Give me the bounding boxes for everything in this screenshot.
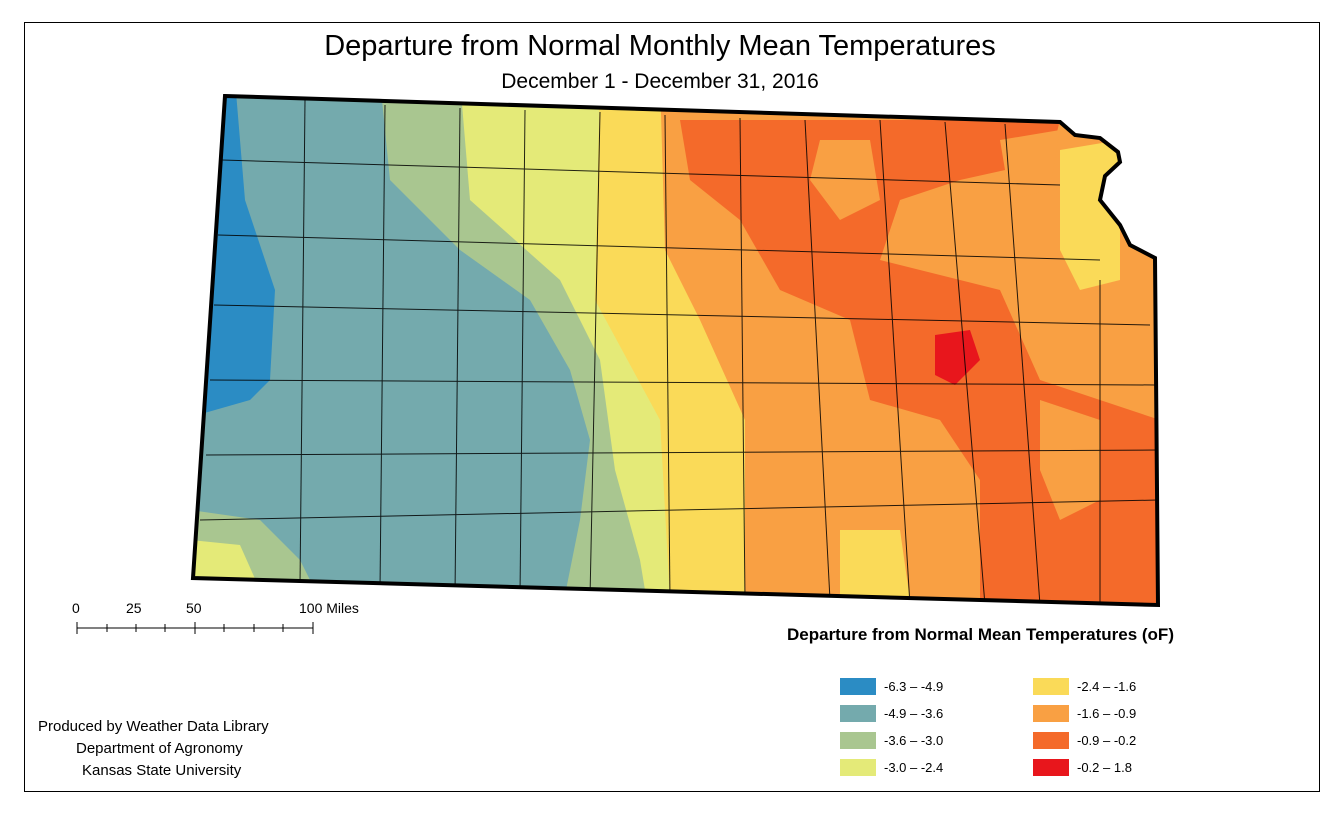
legend-swatch — [1033, 758, 1069, 776]
zone-south-yellow — [840, 530, 910, 600]
zone-darkorange — [680, 120, 1158, 605]
scale-label-0: 0 — [72, 600, 80, 616]
legend-label: -4.9 – -3.6 — [884, 705, 944, 721]
legend-swatch — [1033, 677, 1069, 695]
credit-line-2: Department of Agronomy — [76, 740, 243, 757]
legend-label: -2.4 – -1.6 — [1077, 678, 1137, 694]
legend-label: -1.6 – -0.9 — [1077, 705, 1137, 721]
legend-label: -3.0 – -2.4 — [884, 759, 944, 775]
scale-label-25: 25 — [126, 600, 142, 616]
legend-label: -3.6 – -3.0 — [884, 732, 944, 748]
legend-item: -0.9 – -0.2 — [1033, 730, 1136, 750]
zone-teal — [193, 96, 590, 605]
county-lines — [199, 99, 1158, 605]
map-frame — [24, 22, 1320, 792]
map-title: Departure from Normal Monthly Mean Tempe… — [324, 30, 996, 62]
legend-item: -1.6 – -0.9 — [1033, 703, 1136, 723]
credits: Produced by Weather Data Library Departm… — [38, 716, 338, 782]
zone-orange-patch2 — [1000, 130, 1060, 200]
scale-bar — [76, 622, 314, 634]
legend-title: Departure from Normal Mean Temperatures … — [787, 625, 1174, 644]
legend-swatch — [1033, 731, 1069, 749]
credit-line-1: Produced by Weather Data Library — [38, 718, 269, 735]
legend-label: -0.2 – 1.8 — [1077, 759, 1132, 775]
legend-item: -4.9 – -3.6 — [840, 703, 943, 723]
legend-swatch — [840, 758, 876, 776]
legend: -6.3 – -4.9 -4.9 – -3.6 -3.6 – -3.0 -3.0… — [840, 676, 1240, 786]
legend-item: -2.4 – -1.6 — [1033, 676, 1136, 696]
scale-label-50: 50 — [186, 600, 202, 616]
legend-label: -6.3 – -4.9 — [884, 678, 944, 694]
legend-item: -3.0 – -2.4 — [840, 757, 943, 777]
legend-swatch — [840, 731, 876, 749]
credit-line-3: Kansas State University — [82, 762, 242, 779]
scale-label-100: 100 Miles — [299, 600, 359, 616]
zone-orange-patch — [810, 140, 880, 220]
legend-swatch — [840, 704, 876, 722]
zone-se-orange — [1040, 400, 1100, 520]
legend-swatch — [840, 677, 876, 695]
legend-label: -0.9 – -0.2 — [1077, 732, 1137, 748]
legend-item: -0.2 – 1.8 — [1033, 757, 1132, 777]
zone-red — [935, 330, 980, 385]
map-subtitle: December 1 - December 31, 2016 — [501, 70, 819, 93]
legend-item: -6.3 – -4.9 — [840, 676, 943, 696]
legend-swatch — [1033, 704, 1069, 722]
legend-item: -3.6 – -3.0 — [840, 730, 943, 750]
kansas-outline — [190, 93, 1161, 608]
